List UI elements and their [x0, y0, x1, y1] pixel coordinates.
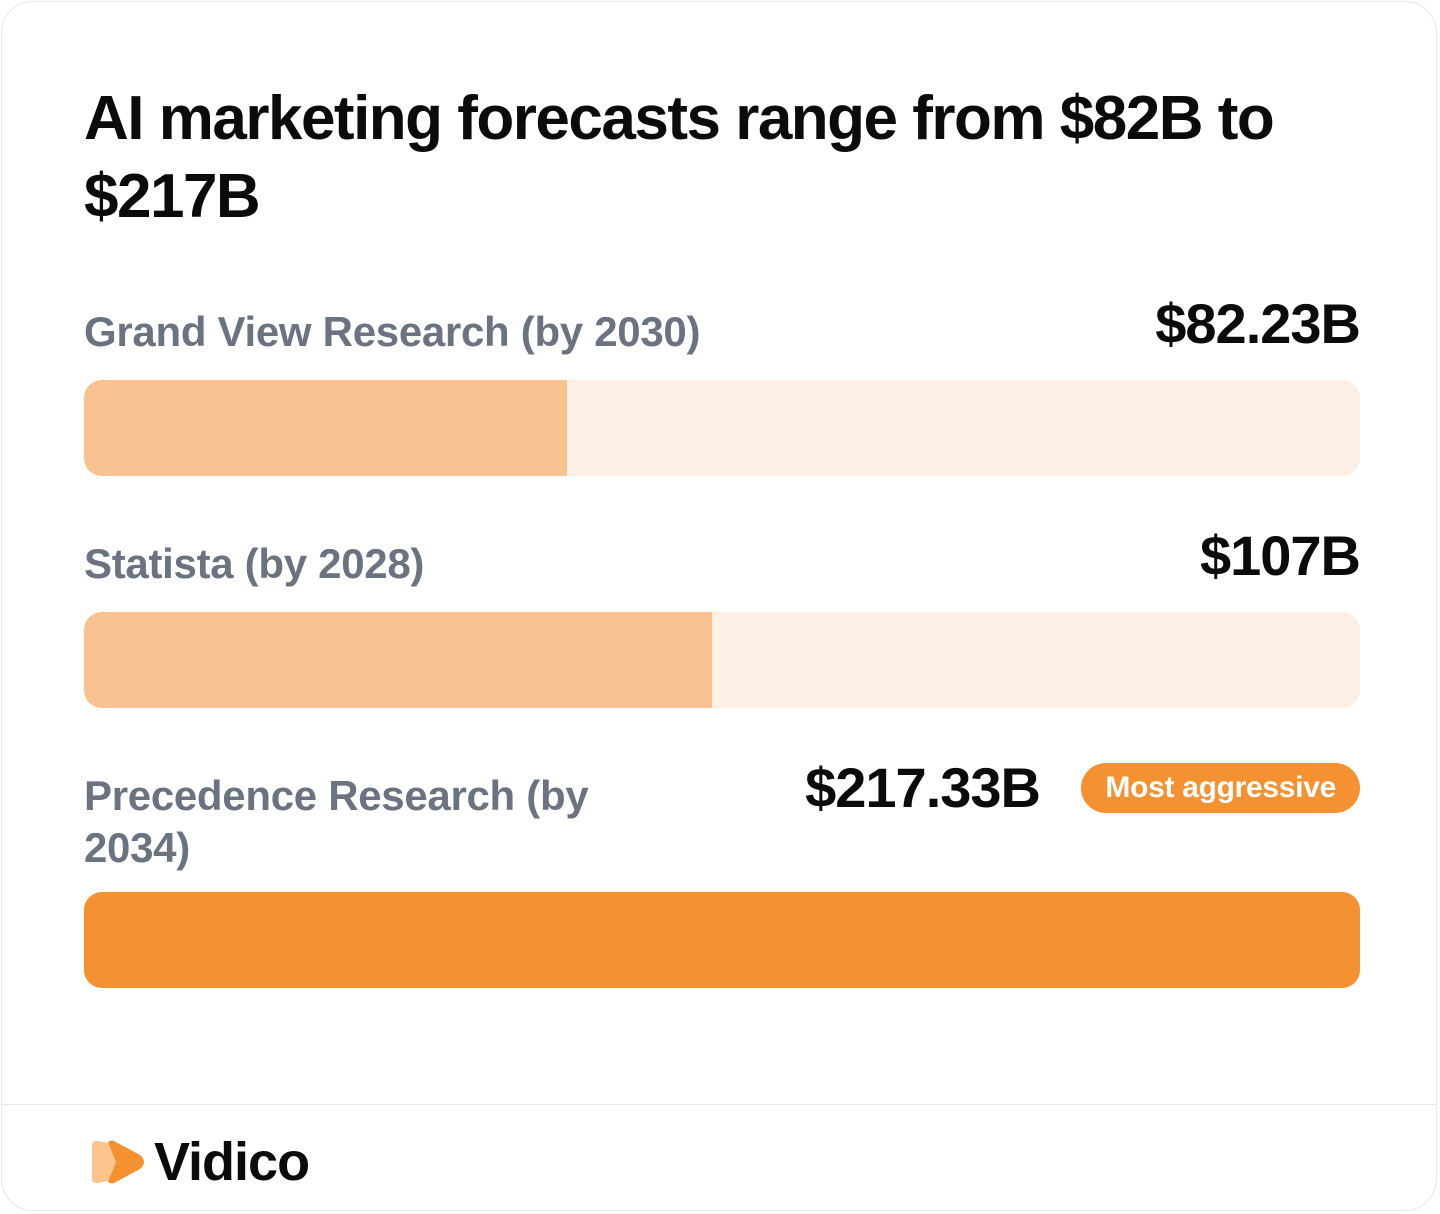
bar-label: Precedence Research (by 2034) — [84, 772, 589, 871]
bar-value-label: $107B — [1199, 524, 1361, 587]
play-chevron-logo-icon — [92, 1140, 144, 1184]
bar-track — [84, 612, 1360, 708]
bar-track — [84, 380, 1360, 476]
bar-label: Grand View Research (by 2030) — [84, 308, 701, 355]
bar — [84, 892, 1360, 988]
most-aggressive-badge: Most aggressive — [1081, 763, 1360, 813]
bar-value-label: $82.23B — [1155, 292, 1361, 355]
bar-row-grand-view: Grand View Research (by 2030) $82.23B — [84, 292, 1361, 478]
brand-name: Vidico — [154, 1132, 310, 1192]
bar — [84, 612, 713, 708]
footer-divider — [2, 1104, 1436, 1105]
bar-value-label: $217.33B — [805, 756, 1041, 819]
brand-logo: Vidico — [90, 1132, 310, 1192]
chart-title: AI marketing forecasts range from $82B t… — [84, 84, 1275, 231]
bar-track — [84, 892, 1360, 988]
bar-row-statista: Statista (by 2028) $107B — [84, 524, 1361, 710]
bar-label: Statista (by 2028) — [84, 540, 425, 587]
bar-row-precedence: Precedence Research (by 2034) $217.33B M… — [84, 756, 1360, 992]
bar — [84, 380, 567, 476]
